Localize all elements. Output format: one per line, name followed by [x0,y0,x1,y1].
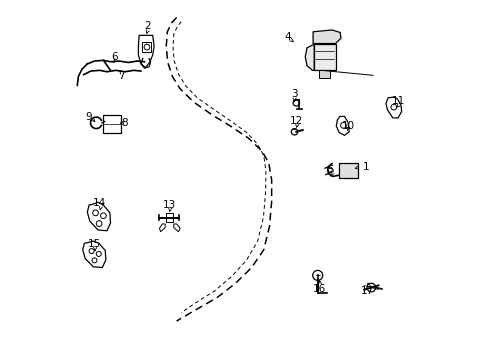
Text: 6: 6 [111,52,117,62]
Text: 1: 1 [362,162,368,172]
Polygon shape [305,44,313,70]
Text: 13: 13 [163,200,176,210]
Text: 16: 16 [312,284,325,294]
Text: 14: 14 [93,198,106,208]
Text: 4: 4 [284,32,290,42]
Text: 8: 8 [122,118,128,128]
Text: 11: 11 [391,96,404,107]
Text: 10: 10 [341,121,354,131]
Bar [165,213,173,222]
Bar [339,163,357,178]
Bar [142,42,151,53]
Bar [313,44,335,70]
Text: 2: 2 [144,21,151,31]
Text: 17: 17 [360,286,374,296]
Text: 3: 3 [290,89,297,99]
Text: 15: 15 [88,239,101,249]
Polygon shape [312,30,340,44]
Text: 5: 5 [326,165,333,175]
Text: 9: 9 [85,112,92,122]
Text: 7: 7 [118,71,124,81]
Bar [318,70,329,78]
Text: 12: 12 [289,116,302,126]
Bar [103,115,121,133]
